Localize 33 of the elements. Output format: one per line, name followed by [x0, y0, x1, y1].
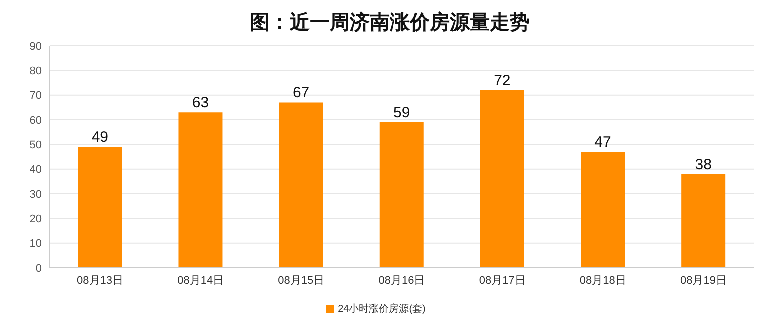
- bar: [78, 147, 122, 268]
- legend-label: 24小时涨价房源(套): [338, 304, 426, 315]
- chart-title: 图：近一周济南涨价房源量走势: [249, 10, 531, 36]
- bar: [480, 90, 524, 268]
- x-tick-label: 08月17日: [479, 274, 526, 287]
- data-label: 38: [695, 156, 712, 174]
- x-tick-label: 08月14日: [178, 274, 224, 287]
- data-label: 47: [594, 134, 612, 152]
- y-tick-label: 60: [30, 114, 42, 127]
- bar: [682, 174, 726, 268]
- x-tick-label: 08月18日: [580, 274, 626, 287]
- x-tick-label: 08月15日: [278, 274, 325, 287]
- y-tick-label: 50: [30, 140, 42, 152]
- x-tick-label: 08月13日: [77, 274, 124, 287]
- y-tick-label: 70: [30, 90, 42, 102]
- y-tick-label: 80: [30, 66, 42, 78]
- data-label: 67: [292, 84, 310, 102]
- data-label: 63: [192, 94, 210, 112]
- x-tick-label: 08月16日: [378, 274, 426, 287]
- data-label: 49: [92, 129, 109, 146]
- y-tick-label: 30: [30, 188, 42, 201]
- y-tick-label: 90: [30, 40, 42, 53]
- y-tick-label: 20: [30, 214, 42, 226]
- bar: [581, 152, 626, 268]
- bar: [380, 122, 424, 268]
- bar: [178, 112, 223, 268]
- data-label: 59: [394, 104, 410, 122]
- y-tick-label: 0: [36, 262, 42, 275]
- x-tick-label: 08月19日: [680, 274, 727, 287]
- y-tick-label: 40: [30, 164, 42, 176]
- y-tick-label: 10: [30, 238, 42, 250]
- data-label: 72: [494, 72, 511, 90]
- bar: [279, 102, 324, 268]
